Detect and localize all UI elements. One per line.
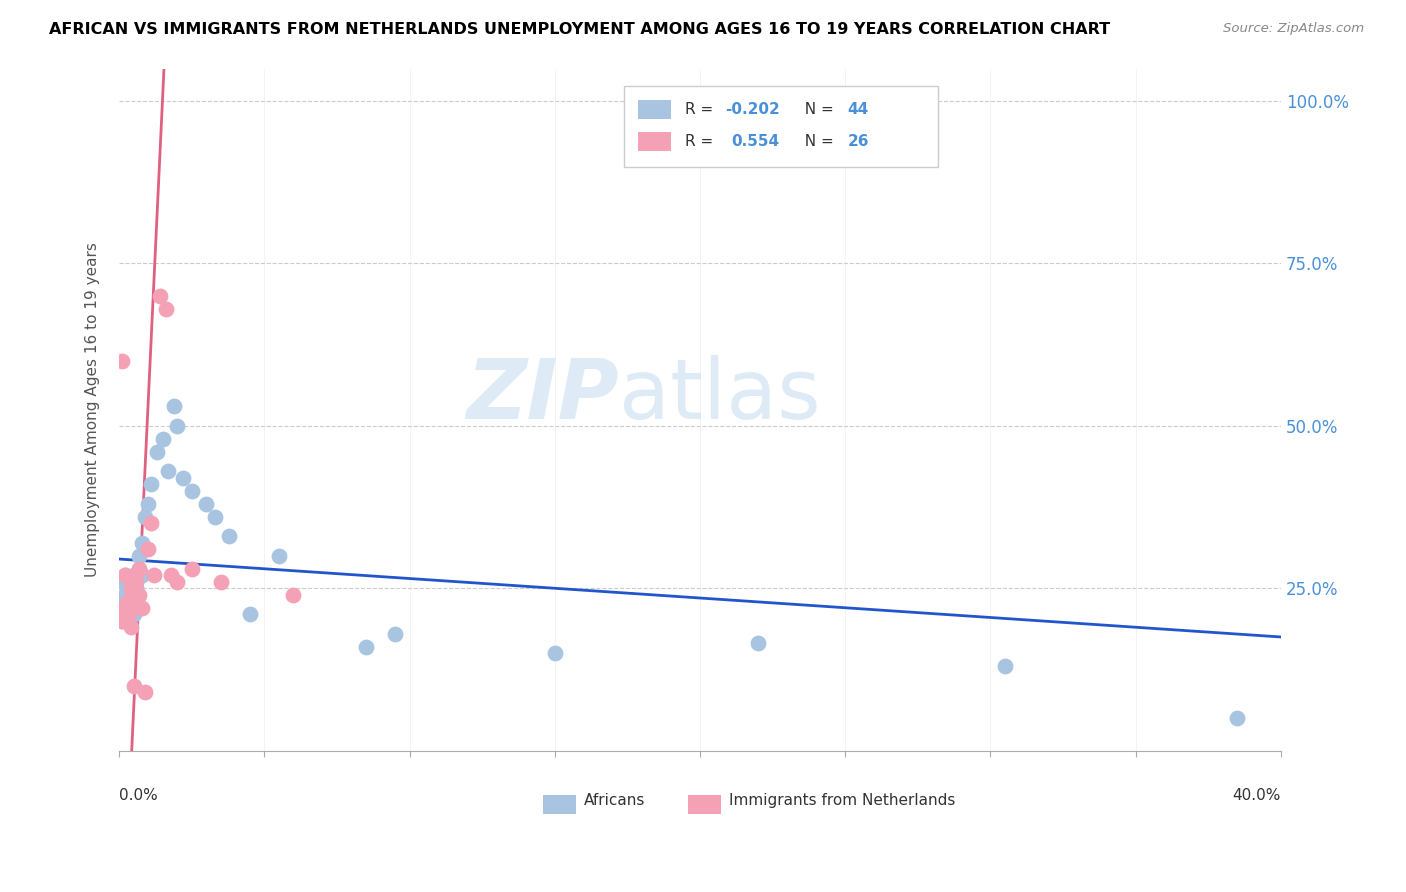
Point: [747, 636, 769, 650]
Point: [122, 607, 145, 622]
Point: [114, 588, 136, 602]
Point: [139, 516, 162, 531]
Point: [122, 679, 145, 693]
Point: [131, 600, 153, 615]
Text: Africans: Africans: [583, 793, 645, 808]
Text: Immigrants from Netherlands: Immigrants from Netherlands: [730, 793, 956, 808]
Text: 0.0%: 0.0%: [120, 789, 157, 803]
Point: [117, 614, 139, 628]
Point: [267, 549, 290, 563]
Point: [172, 471, 194, 485]
Point: [155, 301, 177, 316]
Point: [111, 354, 134, 368]
Point: [122, 568, 145, 582]
Point: [134, 685, 156, 699]
Point: [136, 497, 159, 511]
Point: [146, 445, 169, 459]
Point: [354, 640, 377, 654]
Point: [149, 289, 172, 303]
Point: [544, 646, 567, 660]
Point: [128, 588, 150, 602]
Y-axis label: Unemployment Among Ages 16 to 19 years: Unemployment Among Ages 16 to 19 years: [86, 242, 100, 577]
Text: N =: N =: [796, 134, 839, 149]
Point: [120, 594, 142, 608]
Point: [283, 588, 305, 602]
FancyBboxPatch shape: [624, 86, 938, 168]
Point: [111, 614, 134, 628]
Text: ZIP: ZIP: [465, 355, 619, 436]
Point: [218, 529, 240, 543]
Point: [131, 568, 153, 582]
Point: [166, 418, 188, 433]
Point: [128, 562, 150, 576]
Point: [111, 574, 134, 589]
Text: 0.554: 0.554: [731, 134, 779, 149]
Text: atlas: atlas: [619, 355, 821, 436]
Text: R =: R =: [685, 134, 723, 149]
Text: -0.202: -0.202: [725, 102, 780, 117]
Text: N =: N =: [796, 102, 839, 117]
Point: [120, 620, 142, 634]
Point: [111, 594, 134, 608]
Point: [1226, 711, 1249, 725]
Point: [114, 607, 136, 622]
Bar: [638, 132, 671, 151]
Bar: [638, 100, 671, 119]
Point: [122, 600, 145, 615]
Point: [125, 594, 148, 608]
Point: [142, 568, 165, 582]
Point: [160, 568, 183, 582]
Point: [111, 600, 134, 615]
Text: AFRICAN VS IMMIGRANTS FROM NETHERLANDS UNEMPLOYMENT AMONG AGES 16 TO 19 YEARS CO: AFRICAN VS IMMIGRANTS FROM NETHERLANDS U…: [49, 22, 1111, 37]
Point: [166, 574, 188, 589]
Point: [111, 614, 134, 628]
Point: [117, 588, 139, 602]
Point: [125, 574, 148, 589]
Point: [114, 568, 136, 582]
Point: [209, 574, 232, 589]
Point: [120, 574, 142, 589]
Point: [114, 568, 136, 582]
Point: [134, 509, 156, 524]
Point: [128, 562, 150, 576]
Point: [204, 509, 226, 524]
Text: 44: 44: [848, 102, 869, 117]
Point: [180, 562, 202, 576]
Point: [125, 581, 148, 595]
Point: [163, 400, 186, 414]
Point: [114, 607, 136, 622]
Point: [180, 483, 202, 498]
Text: R =: R =: [685, 102, 718, 117]
Point: [117, 594, 139, 608]
Point: [117, 600, 139, 615]
Point: [122, 588, 145, 602]
Bar: [543, 795, 575, 814]
Point: [136, 542, 159, 557]
Text: Source: ZipAtlas.com: Source: ZipAtlas.com: [1223, 22, 1364, 36]
Point: [120, 581, 142, 595]
Point: [120, 600, 142, 615]
Point: [117, 614, 139, 628]
Point: [157, 464, 180, 478]
Text: 26: 26: [848, 134, 869, 149]
Point: [117, 581, 139, 595]
Point: [152, 432, 174, 446]
Bar: [689, 795, 721, 814]
Text: 40.0%: 40.0%: [1233, 789, 1281, 803]
Point: [128, 549, 150, 563]
Point: [139, 477, 162, 491]
Point: [195, 497, 218, 511]
Point: [384, 626, 406, 640]
Point: [131, 536, 153, 550]
Point: [114, 600, 136, 615]
Point: [994, 659, 1017, 673]
Point: [239, 607, 262, 622]
